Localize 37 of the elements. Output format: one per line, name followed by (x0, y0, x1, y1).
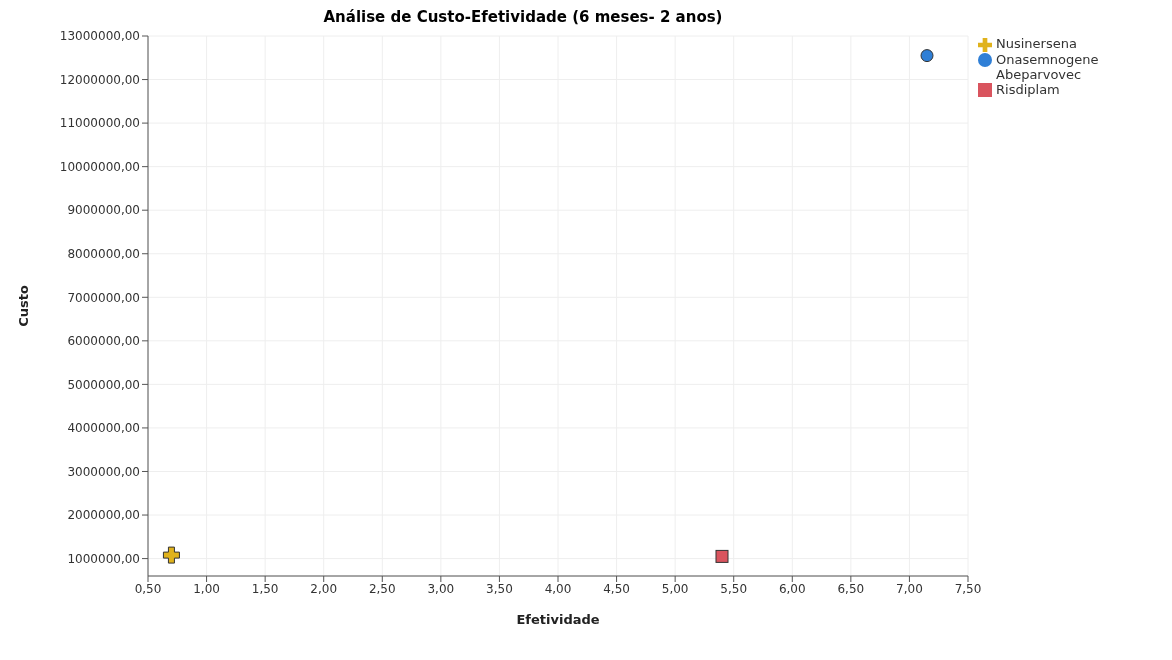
x-tick-label: 3,50 (486, 581, 513, 596)
x-tick-label: 2,50 (368, 581, 396, 596)
y-axis-title: Custo (15, 285, 31, 327)
y-tick-label: 10000000,00 (59, 159, 140, 174)
legend-label: Risdiplam (996, 81, 1060, 97)
x-tick-label: 6,00 (778, 581, 806, 596)
y-tick-label: 9000000,00 (67, 203, 140, 218)
y-tick-label: 1000000,00 (67, 551, 140, 566)
chart-title: Análise de Custo-Efetividade (6 meses- 2 anos) (322, 8, 724, 26)
x-tick-label: 5,50 (720, 581, 748, 596)
x-tick-label: 3,00 (427, 581, 455, 596)
y-tick-label: 2000000,00 (67, 508, 140, 523)
x-tick-label: 1,00 (193, 581, 220, 596)
point (162, 546, 180, 564)
x-tick-label: 5,00 (661, 581, 689, 596)
x-tick-label: 6,50 (837, 581, 865, 596)
y-tick-label: 5000000,00 (67, 377, 140, 392)
x-axis-title: Efetividade (516, 612, 600, 627)
y-tick-label: 13000000,00 (59, 29, 140, 44)
x-tick-label: 2,00 (310, 581, 338, 596)
x-tick-label: 7,00 (896, 581, 923, 596)
x-tick-label: 4,00 (544, 581, 572, 596)
y-tick-label: 8000000,00 (67, 247, 140, 261)
point (715, 549, 729, 563)
y-tick-label: 3000000,00 (67, 464, 140, 479)
point (920, 49, 934, 63)
x-tick-label: 1,50 (251, 581, 279, 596)
y-tick-label: 4000000,00 (67, 421, 140, 436)
x-tick-label: 0,50 (134, 581, 162, 596)
y-tick-label: 11000000,00 (59, 116, 140, 131)
x-tick-label: 4,50 (603, 581, 630, 596)
legend-label: Nusinersena (996, 36, 1078, 51)
x-tick-label: 7,50 (954, 581, 982, 596)
y-tick-label: 12000000,00 (59, 72, 140, 87)
y-tick-label: 7000000,00 (67, 290, 140, 305)
y-tick-label: 6000000,00 (67, 334, 140, 349)
legend-label: Onasemnogene Abeparvovec (996, 51, 1100, 82)
